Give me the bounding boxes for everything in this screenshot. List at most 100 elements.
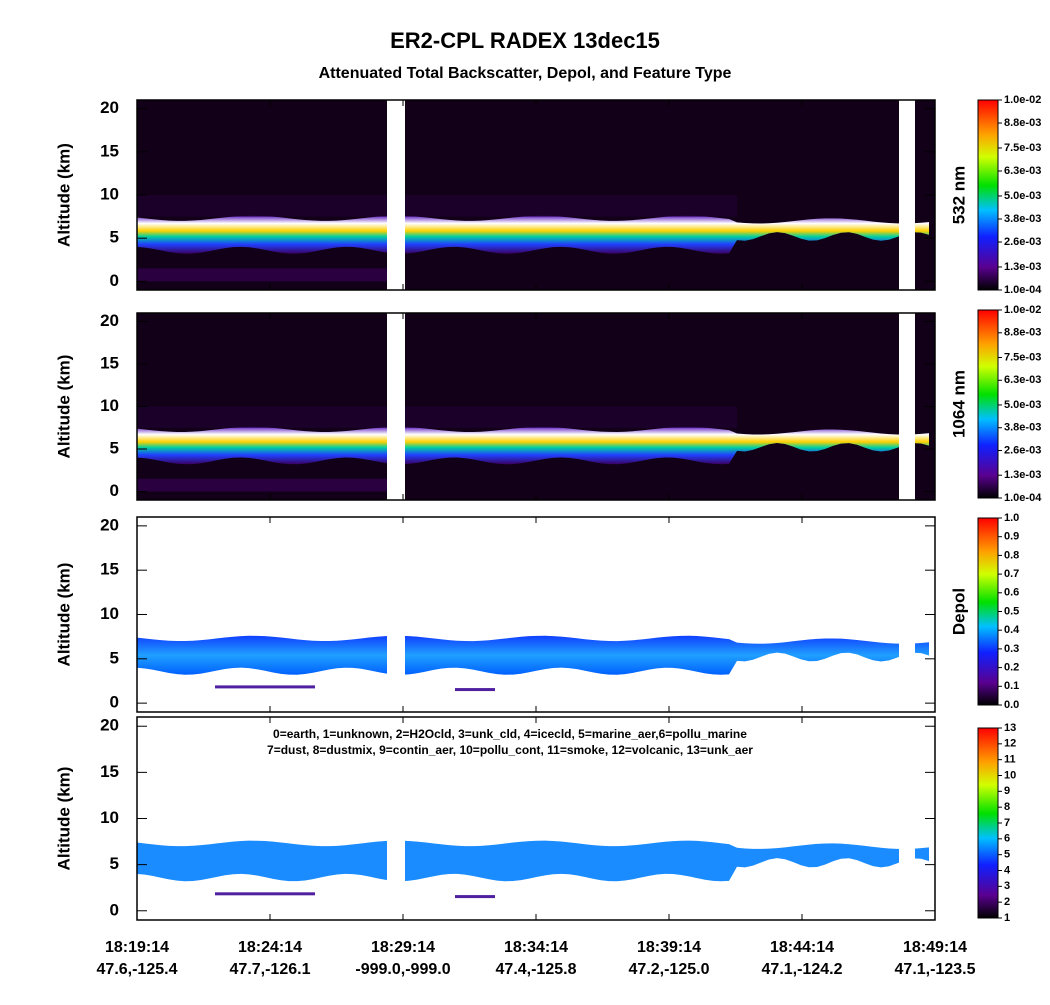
colorbar-tick-label: 0.7	[1004, 568, 1019, 580]
low-aerosol	[215, 892, 315, 896]
y-tick-label: 5	[110, 228, 119, 247]
y-tick-label: 15	[100, 762, 119, 781]
colorbar	[977, 517, 999, 706]
data-gap	[899, 717, 915, 920]
colorbar-tick-label: 7.5e-03	[1004, 351, 1041, 363]
data-gap	[387, 313, 405, 500]
y-axis-label: Altitude (km)	[54, 767, 73, 871]
cloud-layer	[137, 635, 929, 675]
y-tick-label: 15	[100, 353, 119, 372]
x-tick-time: 18:34:14	[504, 939, 568, 956]
plot-background	[137, 717, 935, 920]
surface-noise	[137, 478, 397, 492]
low-aerosol	[455, 688, 495, 692]
x-tick-time: 18:44:14	[770, 939, 834, 956]
y-axis-label: Altitude (km)	[54, 355, 73, 459]
x-tick-time: 18:39:14	[637, 939, 701, 956]
colorbar-tick-label: 0.8	[1004, 549, 1019, 561]
colorbar-tick-label: 0.9	[1004, 531, 1019, 543]
colorbar-tick-label: 1.0e-02	[1004, 94, 1041, 106]
colorbar-tick-label: 9	[1004, 785, 1010, 797]
colorbar-tick-label: 0.3	[1004, 643, 1019, 655]
y-tick-label: 20	[100, 311, 119, 330]
x-tick-time: 18:49:14	[903, 939, 967, 956]
colorbar-tick-label: 4	[1004, 864, 1011, 876]
x-tick-location: -999.0,-999.0	[355, 961, 450, 978]
x-tick-location: 47.4,-125.8	[496, 961, 577, 978]
colorbar	[977, 309, 999, 499]
y-tick-label: 20	[100, 515, 119, 534]
colorbar-tick-label: 6.3e-03	[1004, 165, 1041, 177]
y-tick-label: 20	[100, 98, 119, 117]
upper-noise	[137, 195, 737, 217]
x-tick-location: 47.1,-123.5	[895, 961, 976, 978]
cloud-layer	[137, 426, 929, 465]
y-tick-label: 5	[110, 648, 119, 667]
cloud-layer	[137, 215, 929, 254]
data-gap	[899, 100, 915, 290]
colorbar-label: 1064 nm	[949, 370, 968, 438]
colorbar-tick-label: 1.0	[1004, 512, 1019, 524]
colorbar-tick-label: 5.0e-03	[1004, 399, 1041, 411]
y-tick-label: 15	[100, 560, 119, 579]
colorbar-label: Depol	[949, 588, 968, 635]
y-tick-label: 10	[100, 396, 119, 415]
upper-noise	[137, 406, 737, 428]
plot-background	[137, 517, 935, 712]
y-tick-label: 0	[110, 271, 119, 290]
x-tick-location: 47.1,-124.2	[762, 961, 843, 978]
x-tick-location: 47.7,-126.1	[230, 961, 311, 978]
y-tick-label: 0	[110, 693, 119, 712]
y-tick-label: 10	[100, 808, 119, 827]
colorbar-tick-label: 8.8e-03	[1004, 117, 1041, 129]
colorbar-tick-label: 0.1	[1004, 680, 1019, 692]
x-tick-time: 18:19:14	[105, 939, 169, 956]
x-tick-time: 18:24:14	[238, 939, 302, 956]
colorbar	[977, 99, 999, 291]
colorbar-tick-label: 1.0e-02	[1004, 304, 1041, 316]
cloud-layer	[137, 840, 929, 882]
legend-annotation: 0=earth, 1=unknown, 2=H2Ocld, 3=unk_cld,…	[273, 727, 747, 741]
colorbar-tick-label: 6	[1004, 833, 1010, 845]
colorbar-tick-label: 8.8e-03	[1004, 327, 1041, 339]
colorbar-tick-label: 2	[1004, 896, 1010, 908]
colorbar-tick-label: 1.3e-03	[1004, 261, 1041, 273]
x-tick-time: 18:29:14	[371, 939, 435, 956]
colorbar-tick-label: 2.6e-03	[1004, 444, 1041, 456]
colorbar-tick-label: 13	[1004, 722, 1016, 734]
low-aerosol	[455, 895, 495, 899]
y-axis-label: Altitude (km)	[54, 563, 73, 667]
subtitle: Attenuated Total Backscatter, Depol, and…	[319, 65, 732, 82]
colorbar-tick-label: 0.2	[1004, 662, 1019, 674]
data-gap	[387, 717, 405, 920]
colorbar-tick-label: 2.6e-03	[1004, 236, 1041, 248]
colorbar-tick-label: 1.0e-04	[1004, 492, 1042, 504]
colorbar-tick-label: 0.5	[1004, 605, 1019, 617]
colorbar-tick-label: 0.0	[1004, 699, 1019, 711]
y-axis-label: Altitude (km)	[54, 143, 73, 247]
colorbar-tick-label: 1.3e-03	[1004, 469, 1041, 481]
data-gap	[387, 100, 405, 290]
y-tick-label: 10	[100, 604, 119, 623]
y-tick-label: 20	[100, 716, 119, 735]
y-tick-label: 0	[110, 900, 119, 919]
legend-annotation: 7=dust, 8=dustmix, 9=contin_aer, 10=poll…	[267, 743, 753, 757]
data-gap	[899, 313, 915, 500]
y-tick-label: 5	[110, 854, 119, 873]
low-aerosol	[215, 685, 315, 689]
y-tick-label: 5	[110, 438, 119, 457]
colorbar-tick-label: 10	[1004, 769, 1016, 781]
colorbar-tick-label: 1	[1004, 912, 1010, 924]
colorbar-tick-label: 3.8e-03	[1004, 422, 1041, 434]
y-tick-label: 10	[100, 184, 119, 203]
data-gap	[899, 517, 915, 712]
colorbar-tick-label: 5.0e-03	[1004, 190, 1041, 202]
colorbar-tick-label: 7.5e-03	[1004, 142, 1041, 154]
colorbar-tick-label: 3.8e-03	[1004, 213, 1041, 225]
colorbar-label: 532 nm	[949, 166, 968, 225]
colorbar-tick-label: 0.6	[1004, 587, 1019, 599]
x-tick-location: 47.6,-125.4	[97, 961, 178, 978]
data-gap	[387, 517, 405, 712]
y-tick-label: 15	[100, 141, 119, 160]
